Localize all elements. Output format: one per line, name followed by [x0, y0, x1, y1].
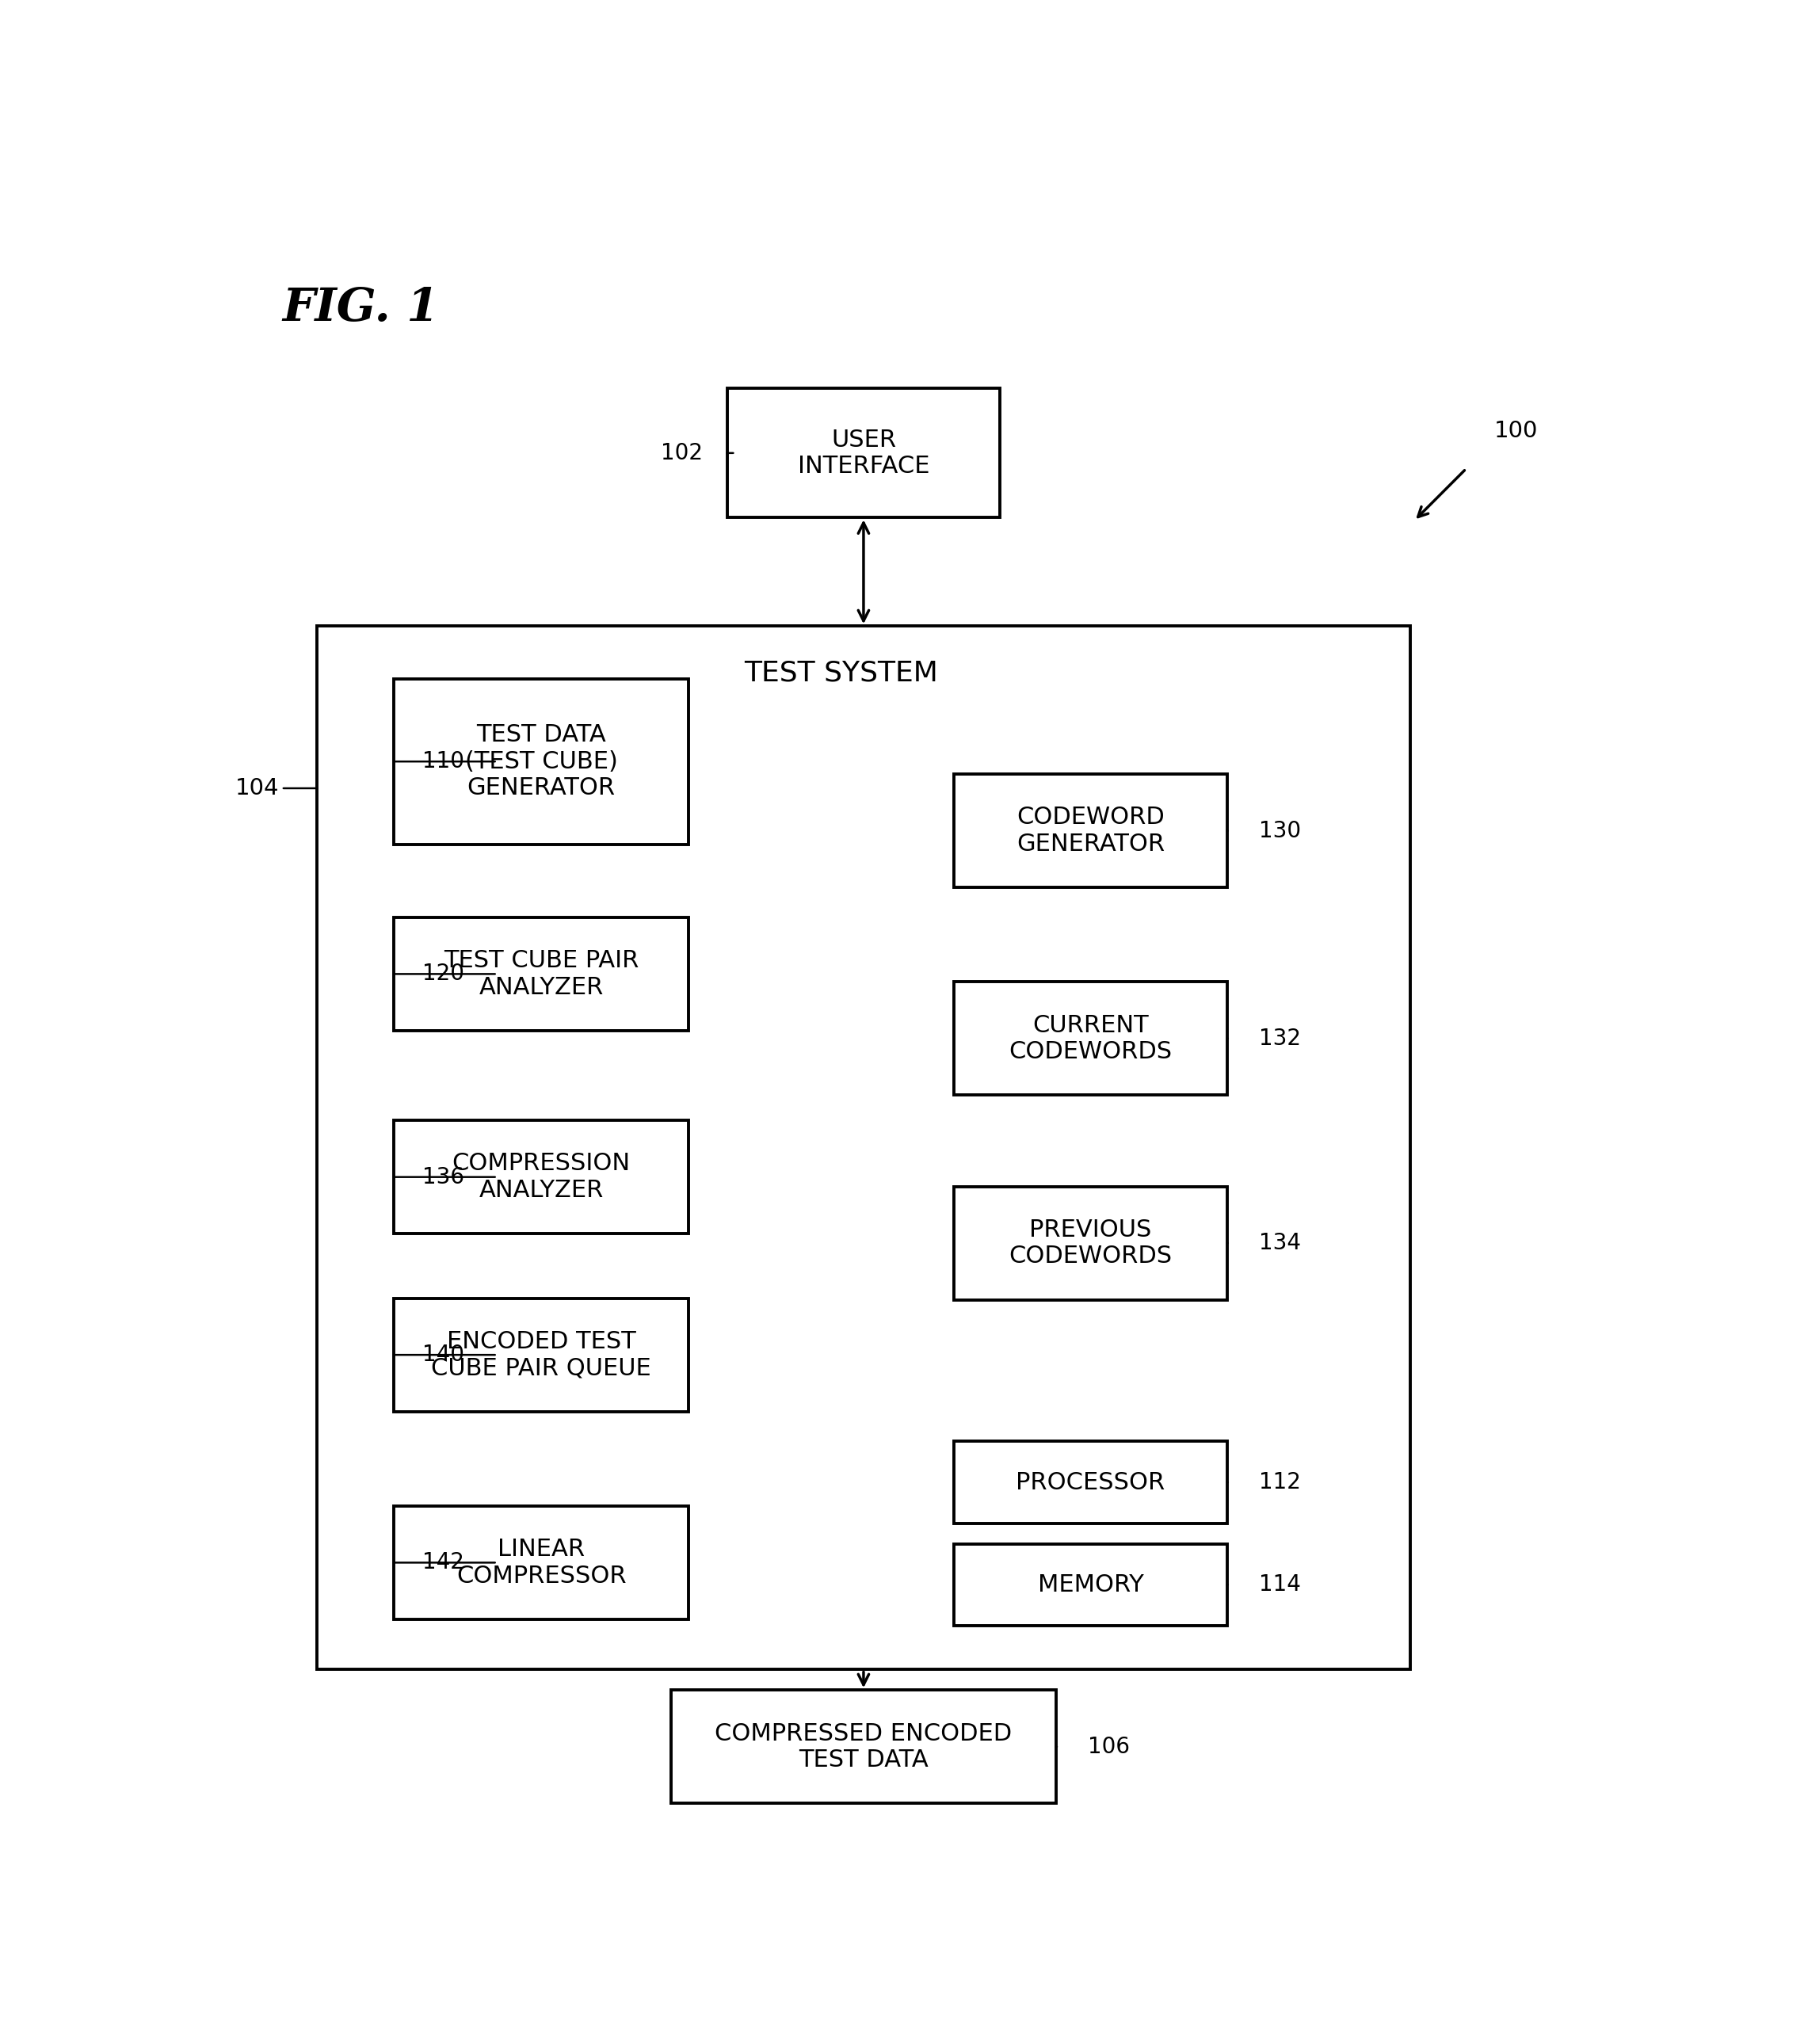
Text: MEMORY: MEMORY	[1038, 1574, 1143, 1596]
Text: PROCESSOR: PROCESSOR	[1016, 1472, 1164, 1494]
Text: 102: 102	[660, 442, 703, 464]
Text: 134: 134	[1258, 1233, 1300, 1255]
Bar	[671, 1690, 1056, 1803]
Text: 104: 104	[235, 777, 278, 799]
Bar	[955, 775, 1228, 887]
Bar	[955, 1441, 1228, 1523]
Text: FIG. 1: FIG. 1	[282, 286, 439, 331]
Text: 100: 100	[1493, 419, 1539, 442]
Text: COMPRESSED ENCODED
TEST DATA: COMPRESSED ENCODED TEST DATA	[714, 1721, 1012, 1772]
Text: CURRENT
CODEWORDS: CURRENT CODEWORDS	[1009, 1014, 1172, 1063]
Text: 110: 110	[423, 750, 465, 773]
Bar	[394, 679, 689, 844]
Bar	[394, 1506, 689, 1619]
Bar	[955, 1186, 1228, 1300]
Bar	[955, 981, 1228, 1096]
Text: 132: 132	[1258, 1028, 1300, 1051]
Text: TEST DATA
(TEST CUBE)
GENERATOR: TEST DATA (TEST CUBE) GENERATOR	[465, 724, 618, 799]
Bar	[394, 1120, 689, 1235]
Text: USER
INTERFACE: USER INTERFACE	[797, 429, 929, 478]
Text: 120: 120	[423, 963, 465, 985]
Text: 142: 142	[423, 1551, 465, 1574]
Text: ENCODED TEST
CUBE PAIR QUEUE: ENCODED TEST CUBE PAIR QUEUE	[432, 1331, 651, 1380]
Text: PREVIOUS
CODEWORDS: PREVIOUS CODEWORDS	[1009, 1218, 1172, 1267]
Text: TEST CUBE PAIR
ANALYZER: TEST CUBE PAIR ANALYZER	[443, 948, 638, 1000]
Text: CODEWORD
GENERATOR: CODEWORD GENERATOR	[1016, 805, 1164, 856]
Text: COMPRESSION
ANALYZER: COMPRESSION ANALYZER	[452, 1153, 631, 1202]
Text: 140: 140	[423, 1343, 465, 1365]
Text: 136: 136	[423, 1165, 465, 1188]
Bar	[955, 1543, 1228, 1625]
Text: TEST SYSTEM: TEST SYSTEM	[745, 660, 938, 687]
Bar	[316, 625, 1410, 1670]
Text: 112: 112	[1258, 1472, 1300, 1494]
Text: LINEAR
COMPRESSOR: LINEAR COMPRESSOR	[456, 1537, 626, 1588]
Bar	[394, 918, 689, 1030]
Text: 130: 130	[1258, 820, 1300, 842]
Text: 106: 106	[1088, 1735, 1130, 1758]
Text: 114: 114	[1258, 1574, 1300, 1596]
Bar	[727, 388, 1000, 517]
Bar	[394, 1298, 689, 1412]
